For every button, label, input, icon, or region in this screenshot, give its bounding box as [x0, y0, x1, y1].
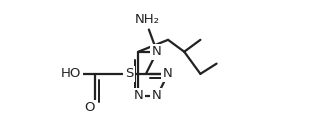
Text: S: S: [125, 67, 133, 80]
Text: N: N: [133, 90, 143, 102]
Text: HO: HO: [61, 67, 81, 80]
Text: N: N: [152, 45, 162, 58]
Text: N: N: [163, 67, 173, 80]
Text: NH₂: NH₂: [135, 13, 160, 26]
Text: N: N: [152, 90, 162, 102]
Text: O: O: [84, 101, 95, 114]
